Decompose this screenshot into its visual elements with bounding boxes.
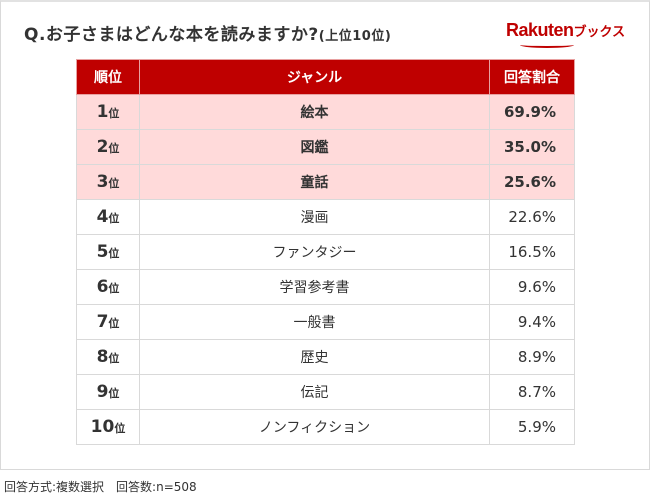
percent-cell: 8.7% — [489, 374, 575, 410]
rank-cell: 10位 — [76, 409, 140, 445]
rank-number: 4 — [96, 207, 109, 227]
percent-cell: 8.9% — [489, 339, 575, 375]
percent-cell: 5.9% — [489, 409, 575, 445]
table-row: 1位 絵本 69.9% — [76, 94, 575, 130]
rank-cell: 3位 — [76, 164, 140, 200]
rank-number: 1 — [96, 102, 109, 122]
rank-cell: 5位 — [76, 234, 140, 270]
percent-cell: 35.0% — [489, 129, 575, 165]
genre-cell: 漫画 — [139, 199, 490, 235]
rank-cell: 1位 — [76, 94, 140, 130]
rakuten-books-logo: Rakutenブックス — [506, 20, 626, 48]
rank-number: 2 — [96, 137, 109, 157]
percent-cell: 22.6% — [489, 199, 575, 235]
rank-number: 10 — [90, 417, 115, 437]
rank-number: 7 — [96, 312, 109, 332]
title-text: Q.お子さまはどんな本を読みますか? — [24, 25, 319, 45]
genre-cell: 一般書 — [139, 304, 490, 340]
genre-cell: 絵本 — [139, 94, 490, 130]
rank-number: 5 — [96, 242, 109, 262]
rank-unit: 位 — [108, 177, 120, 190]
rank-number: 3 — [96, 172, 109, 192]
rank-cell: 9位 — [76, 374, 140, 410]
rank-number: 9 — [96, 382, 109, 402]
genre-cell: ファンタジー — [139, 234, 490, 270]
table-row: 9位 伝記 8.7% — [76, 374, 575, 410]
question-title: Q.お子さまはどんな本を読みますか?(上位10位) — [24, 20, 391, 45]
title-suffix: (上位10位) — [318, 29, 392, 44]
table-row: 10位 ノンフィクション 5.9% — [76, 409, 575, 445]
rank-number: 8 — [96, 347, 109, 367]
rank-number: 6 — [96, 277, 109, 297]
genre-cell: 童話 — [139, 164, 490, 200]
rank-unit: 位 — [108, 317, 120, 330]
ranking-table: 順位 ジャンル 回答割合 1位 絵本 69.9% 2位 図鑑 35.0% 3位 童話 25.6%… — [76, 59, 575, 445]
header-percent: 回答割合 — [489, 59, 575, 95]
percent-cell: 69.9% — [489, 94, 575, 130]
header-genre: ジャンル — [139, 59, 490, 95]
percent-cell: 9.6% — [489, 269, 575, 305]
table-row: 7位 一般書 9.4% — [76, 304, 575, 340]
logo-sub: ブックス — [573, 25, 626, 40]
table-row: 5位 ファンタジー 16.5% — [76, 234, 575, 270]
rank-cell: 6位 — [76, 269, 140, 305]
rank-unit: 位 — [108, 142, 120, 155]
rank-cell: 8位 — [76, 339, 140, 375]
rank-unit: 位 — [108, 387, 120, 400]
rank-unit: 位 — [108, 212, 120, 225]
rank-cell: 4位 — [76, 199, 140, 235]
rank-cell: 2位 — [76, 129, 140, 165]
genre-cell: 学習参考書 — [139, 269, 490, 305]
header-rank: 順位 — [76, 59, 140, 95]
rank-unit: 位 — [108, 282, 120, 295]
genre-cell: 図鑑 — [139, 129, 490, 165]
genre-cell: 伝記 — [139, 374, 490, 410]
table-header: 順位 ジャンル 回答割合 — [76, 59, 575, 95]
table-row: 8位 歴史 8.9% — [76, 339, 575, 375]
rank-cell: 7位 — [76, 304, 140, 340]
rank-unit: 位 — [108, 107, 120, 120]
rank-unit: 位 — [114, 422, 126, 435]
percent-cell: 25.6% — [489, 164, 575, 200]
logo-brand: Rakuten — [506, 20, 574, 40]
rank-unit: 位 — [108, 352, 120, 365]
rank-unit: 位 — [108, 247, 120, 260]
logo-swoosh — [520, 42, 574, 48]
genre-cell: 歴史 — [139, 339, 490, 375]
table-row: 6位 学習参考書 9.6% — [76, 269, 575, 305]
table-row: 3位 童話 25.6% — [76, 164, 575, 200]
table-row: 2位 図鑑 35.0% — [76, 129, 575, 165]
genre-cell: ノンフィクション — [139, 409, 490, 445]
table-row: 4位 漫画 22.6% — [76, 199, 575, 235]
percent-cell: 9.4% — [489, 304, 575, 340]
footnote: 回答方式:複数選択 回答数:n=508 — [4, 480, 197, 494]
percent-cell: 16.5% — [489, 234, 575, 270]
